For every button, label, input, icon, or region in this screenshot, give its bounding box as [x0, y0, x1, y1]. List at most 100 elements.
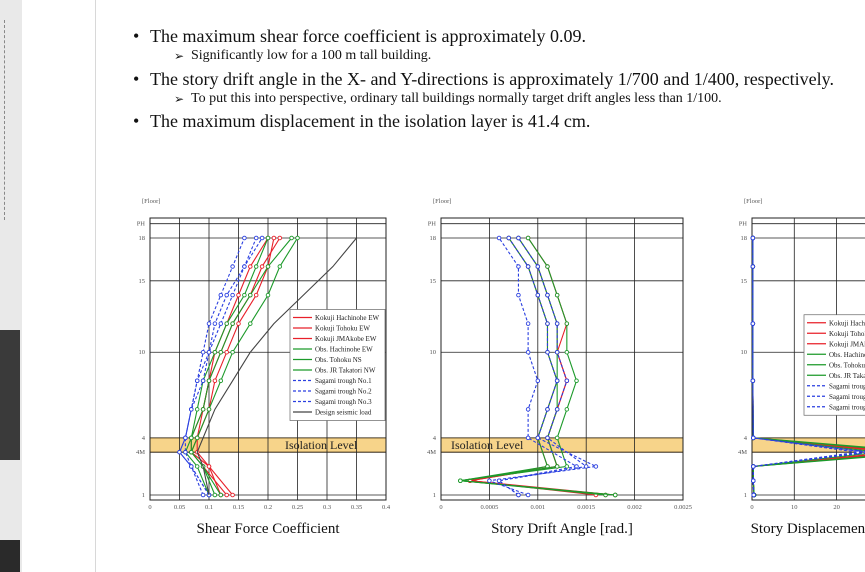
data-point [260, 236, 264, 240]
data-point [225, 350, 229, 354]
legend-label: Obs. Tohoku NS [829, 361, 865, 369]
data-point [219, 350, 223, 354]
data-point [751, 265, 755, 269]
data-point [459, 479, 463, 483]
legend-label: Sagami trough No.2 [315, 388, 372, 396]
data-point [254, 265, 258, 269]
data-point [565, 408, 569, 412]
y-tick-label: 1 [744, 492, 747, 499]
legend-label: Obs. Tohoku NS [315, 356, 362, 364]
data-point [278, 236, 282, 240]
plot-frame [441, 218, 683, 500]
x-tick-label: 0.4 [382, 504, 391, 511]
data-point [201, 350, 205, 354]
y-tick-label: 4M [427, 449, 436, 456]
x-axis-label: Story Displacement [cm] [751, 521, 865, 537]
data-point [213, 322, 217, 326]
data-point [497, 479, 501, 483]
x-tick-label: 0 [439, 504, 442, 511]
data-point [555, 465, 559, 469]
charts: Isolation Level14M4101518PH00.050.10.150… [0, 0, 865, 572]
series-line [191, 238, 297, 495]
data-point [555, 350, 559, 354]
data-point [249, 265, 253, 269]
x-tick-label: 0.35 [351, 504, 362, 511]
x-tick-label: 0.3 [323, 504, 331, 511]
y-tick-label: 4 [142, 435, 146, 442]
legend-label: Obs. JR Takatori NW [315, 367, 376, 375]
series-line [489, 238, 595, 495]
x-tick-label: 0.0025 [674, 504, 692, 511]
data-point [243, 293, 247, 297]
data-point [751, 379, 755, 383]
x-tick-label: 0.1 [205, 504, 213, 511]
data-point [225, 493, 229, 497]
data-point [584, 465, 588, 469]
y-tick-label: 15 [139, 278, 146, 285]
data-point [231, 493, 235, 497]
data-point [190, 465, 194, 469]
data-point [526, 236, 530, 240]
legend-label: Sagami trough No.1 [829, 382, 865, 390]
data-point [213, 350, 217, 354]
data-point [219, 379, 223, 383]
x-tick-label: 0.15 [233, 504, 244, 511]
data-point [613, 493, 617, 497]
data-point [190, 450, 194, 454]
data-point [526, 322, 530, 326]
y-axis-label: [Floor] [744, 198, 762, 205]
data-point [546, 322, 550, 326]
data-point [184, 450, 188, 454]
legend-label: Kokuji Hachinohe EW [315, 314, 380, 322]
y-tick-label: PH [137, 221, 146, 228]
data-point [201, 379, 205, 383]
data-point [526, 493, 530, 497]
y-tick-label: 18 [430, 235, 437, 242]
y-tick-label: PH [428, 221, 437, 228]
data-point [526, 265, 530, 269]
data-point [565, 379, 569, 383]
data-point [526, 408, 530, 412]
data-point [178, 450, 182, 454]
data-point [266, 236, 270, 240]
data-point [565, 465, 569, 469]
data-point [243, 236, 247, 240]
y-tick-label: 18 [741, 235, 748, 242]
data-point [546, 293, 550, 297]
data-point [207, 322, 211, 326]
data-point [219, 322, 223, 326]
data-point [751, 465, 755, 469]
data-point [290, 236, 294, 240]
data-point [546, 350, 550, 354]
data-point [207, 465, 211, 469]
data-point [249, 293, 253, 297]
data-point [751, 479, 755, 483]
legend-label: Kokuji JMAkobe EW [829, 340, 865, 348]
data-point [565, 322, 569, 326]
data-point [526, 436, 530, 440]
data-point [231, 322, 235, 326]
data-point [237, 322, 241, 326]
data-point [207, 379, 211, 383]
series-line [499, 238, 586, 495]
legend-label: Design seismic load [315, 409, 372, 417]
legend-label: Obs. Hachinohe EW [315, 346, 373, 354]
data-point [195, 436, 199, 440]
data-point [594, 465, 598, 469]
data-point [225, 293, 229, 297]
data-point [237, 293, 241, 297]
data-point [546, 408, 550, 412]
legend-label: Kokuji Tohoku EW [315, 325, 370, 333]
data-point [517, 265, 521, 269]
y-tick-label: 4M [738, 449, 747, 456]
data-point [565, 350, 569, 354]
series-line [470, 238, 615, 495]
data-point [219, 293, 223, 297]
data-point [190, 408, 194, 412]
data-point [555, 436, 559, 440]
data-point [536, 436, 540, 440]
data-point [201, 408, 205, 412]
data-point [184, 436, 188, 440]
legend-label: Sagami trough No.3 [315, 398, 372, 406]
isolation-label: Isolation Level [285, 438, 358, 452]
